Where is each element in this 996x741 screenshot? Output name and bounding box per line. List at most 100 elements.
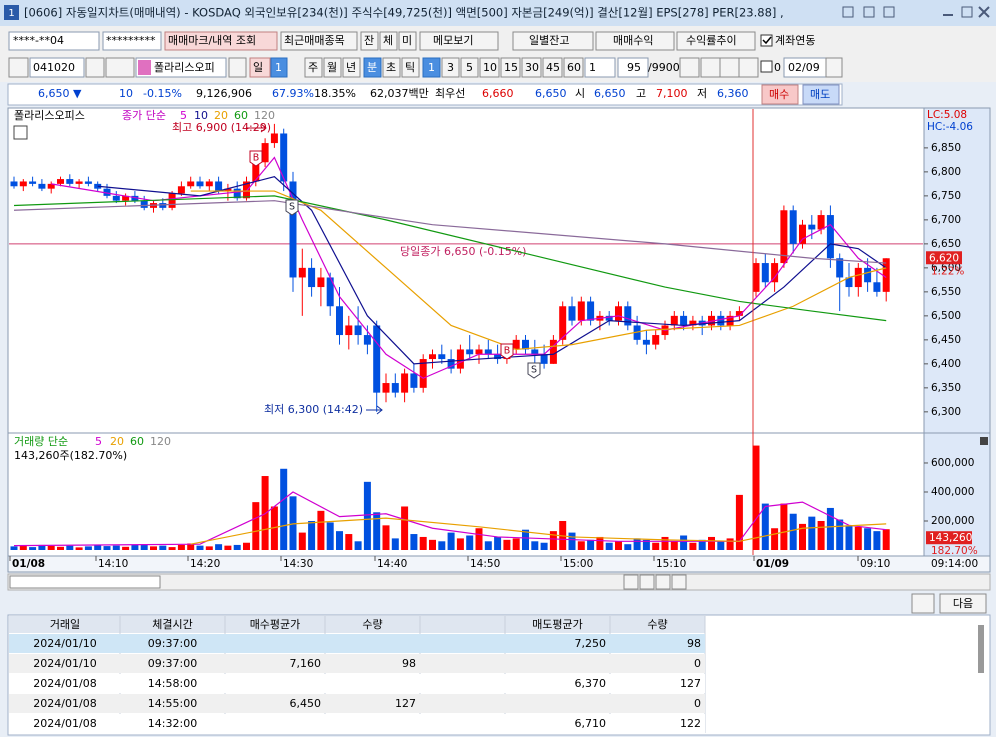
volume-bar: [438, 541, 446, 550]
table-scroll[interactable]: [978, 625, 984, 673]
button[interactable]: [228, 57, 247, 78]
account-input[interactable]: [8, 31, 100, 51]
candle-body: [670, 315, 678, 326]
button[interactable]: [500, 57, 521, 78]
period-button[interactable]: [249, 57, 271, 78]
button[interactable]: [382, 57, 401, 78]
checkbox[interactable]: [760, 60, 773, 73]
ctl[interactable]: [883, 6, 895, 18]
candle-body: [168, 193, 176, 208]
candle-body: [568, 306, 576, 321]
name-input[interactable]: [135, 57, 227, 78]
ctl[interactable]: [842, 6, 854, 18]
zero: 0: [774, 61, 781, 74]
window-number: 1: [8, 8, 14, 19]
daily-button[interactable]: [512, 31, 594, 51]
volume-bar: [289, 496, 297, 550]
table-header-cell: 거래일: [50, 617, 80, 631]
nav[interactable]: [623, 574, 639, 590]
button[interactable]: [363, 57, 382, 78]
recent-button[interactable]: [280, 31, 358, 51]
table-cell: 98: [402, 657, 416, 670]
price-axis: [923, 107, 991, 557]
button[interactable]: [379, 31, 398, 51]
nav[interactable]: [639, 574, 655, 590]
checkbox[interactable]: [760, 34, 773, 47]
button[interactable]: [422, 57, 441, 78]
legend-60: 60: [234, 109, 248, 122]
period-n[interactable]: [270, 57, 288, 78]
nav[interactable]: [655, 574, 671, 590]
next-button[interactable]: [939, 593, 987, 614]
button[interactable]: [542, 57, 563, 78]
nav-buttons[interactable]: [623, 574, 687, 590]
table-cell: 127: [680, 677, 701, 690]
button[interactable]: [563, 57, 584, 78]
tool[interactable]: [738, 57, 759, 78]
tool[interactable]: [700, 57, 721, 78]
volume-bar: [168, 547, 176, 550]
settings[interactable]: [911, 593, 935, 614]
scroll-thumb[interactable]: [9, 575, 161, 589]
best: 최우선: [435, 87, 465, 100]
time-label: 14:30: [283, 558, 313, 570]
candle-body: [159, 203, 167, 208]
rate-button[interactable]: [676, 31, 756, 51]
button[interactable]: [460, 57, 479, 78]
tool[interactable]: [679, 57, 700, 78]
button[interactable]: [398, 31, 417, 51]
calendar[interactable]: [825, 57, 843, 78]
button[interactable]: [441, 57, 460, 78]
candle-body: [66, 179, 74, 184]
volume-bar: [233, 544, 241, 550]
volume: 9,126,906: [196, 87, 252, 100]
buy-button[interactable]: [761, 84, 799, 105]
period-n: 1: [275, 61, 282, 74]
button[interactable]: [401, 57, 420, 78]
current-box: [926, 251, 962, 265]
button[interactable]: [360, 31, 379, 51]
y-tick-label: 6,450: [931, 334, 961, 346]
button[interactable]: [521, 57, 542, 78]
count-input[interactable]: [617, 57, 649, 78]
label: 틱: [405, 61, 415, 74]
sell-button[interactable]: [802, 84, 840, 105]
grid-icon[interactable]: [13, 125, 28, 140]
search[interactable]: [85, 57, 105, 78]
volume-bar: [112, 545, 120, 550]
tool[interactable]: [719, 57, 740, 78]
table-header-cell: 수량: [362, 618, 382, 631]
window-controls[interactable]: [842, 6, 990, 18]
maximize[interactable]: [961, 6, 973, 18]
label: 45: [546, 61, 560, 74]
close[interactable]: [978, 6, 990, 18]
table-cell: 6,710: [575, 717, 607, 730]
label: 15: [504, 61, 518, 74]
profit-button[interactable]: [595, 31, 675, 51]
memo-button[interactable]: [419, 31, 499, 51]
button[interactable]: [304, 57, 323, 78]
ctl[interactable]: [863, 6, 875, 18]
scroll-bar[interactable]: [7, 573, 991, 591]
button[interactable]: [323, 57, 342, 78]
buy: 매수: [769, 88, 789, 101]
sound[interactable]: [105, 57, 135, 78]
pane-close[interactable]: [980, 437, 988, 445]
button[interactable]: [342, 57, 361, 78]
query-button[interactable]: [164, 31, 278, 51]
volume-bar: [475, 528, 483, 550]
vol-rate: 67.93%: [272, 87, 314, 100]
volume-bar: [336, 531, 343, 550]
volume-bar: [717, 541, 725, 550]
minimize[interactable]: [943, 14, 953, 16]
icon: [138, 60, 151, 75]
select[interactable]: [584, 57, 616, 78]
nav[interactable]: [671, 574, 687, 590]
password-input[interactable]: [102, 31, 162, 51]
tool-button[interactable]: [8, 57, 29, 78]
price-pane: 당일종가 6,650 (-0.15%): [9, 123, 923, 412]
volume-bar: [345, 534, 353, 550]
button[interactable]: [479, 57, 500, 78]
code-input[interactable]: [29, 57, 85, 78]
candle-body: [771, 263, 779, 283]
